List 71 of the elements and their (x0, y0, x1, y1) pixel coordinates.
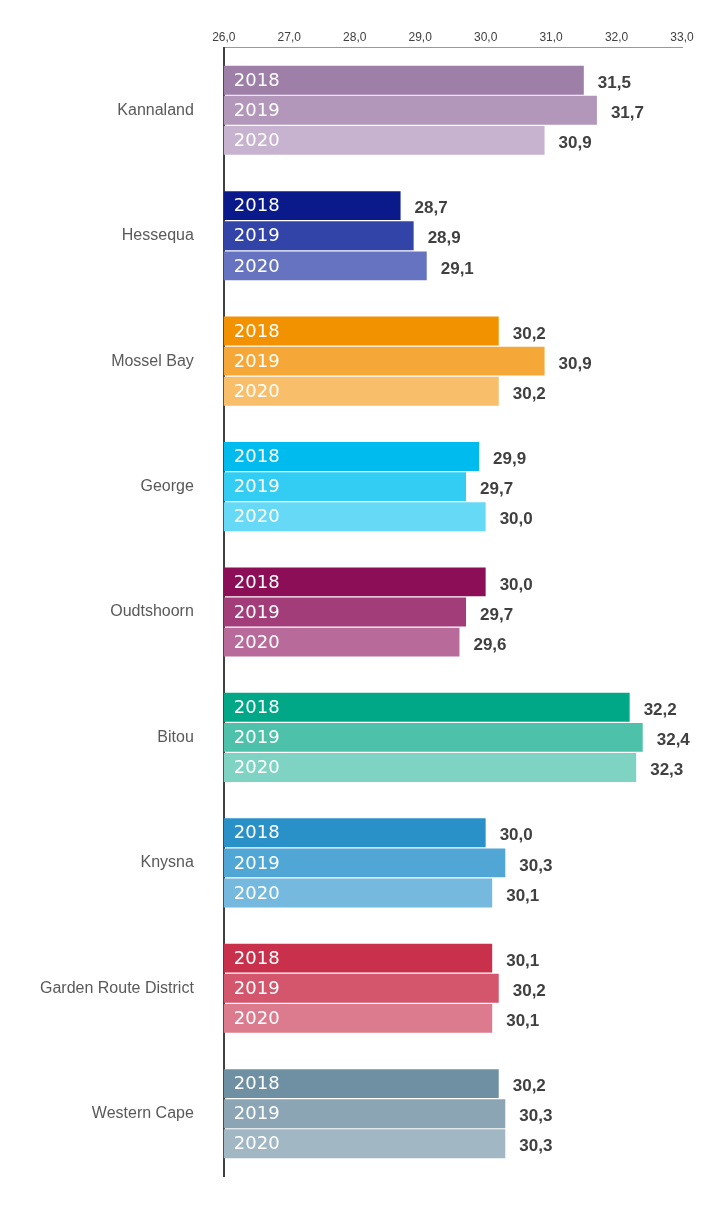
x-tick-label: 31,0 (539, 29, 564, 44)
y-tick-label: Hessequa (121, 226, 194, 244)
data-label: 29,7 (480, 479, 514, 499)
data-label: 29,7 (480, 604, 514, 624)
data-label: 30,9 (558, 353, 592, 373)
text: 2020 (233, 129, 280, 151)
text: 2020 (233, 505, 280, 527)
x-tick-label: 26,0 (212, 29, 236, 44)
data-label: 32,2 (643, 700, 677, 720)
series-label: 2019 (233, 1102, 280, 1124)
data-label: 30,2 (512, 1076, 546, 1096)
series-label: 2020 (233, 254, 280, 276)
data-label: 28,9 (427, 228, 461, 248)
text: 2019 (233, 224, 280, 246)
data-label: 30,2 (512, 980, 546, 1000)
text: 2019 (233, 726, 280, 748)
data-label: 29,9 (493, 449, 527, 469)
text: 2020 (233, 1132, 280, 1154)
text: 2019 (233, 851, 280, 873)
data-label: 30,3 (519, 855, 553, 875)
text: 2020 (233, 630, 280, 652)
data-label: 30,3 (519, 1106, 553, 1126)
x-tick-label: 30,0 (473, 29, 498, 44)
x-tick-label: 27,0 (277, 29, 302, 44)
data-label: 30,0 (499, 574, 533, 594)
data-label: 30,2 (512, 323, 546, 343)
data-label: 32,3 (650, 760, 684, 780)
data-label: 30,1 (506, 950, 540, 970)
y-tick-label: Garden Route District (39, 978, 195, 996)
y-tick-label: Oudtshoorn (110, 602, 194, 620)
text: 2019 (233, 976, 280, 998)
data-label: 30,2 (512, 383, 546, 403)
y-tick-label: Western Cape (91, 1104, 194, 1122)
y-tick-label: George (140, 476, 194, 494)
text: 2018 (233, 68, 280, 90)
y-tick-label: Mossel Bay (111, 351, 194, 369)
text: 2018 (233, 821, 280, 843)
y-tick-label: Bitou (157, 727, 194, 745)
data-label: 30,3 (519, 1136, 553, 1156)
text: 2019 (233, 349, 280, 371)
x-tick-label: 32,0 (604, 29, 629, 44)
data-label: 30,9 (558, 133, 592, 153)
text: 2019 (233, 600, 280, 622)
text: 2020 (233, 756, 280, 778)
series-label: 2018 (233, 1072, 280, 1094)
text: 2018 (233, 570, 280, 592)
text: 2018 (233, 445, 280, 467)
text: 2018 (233, 695, 280, 717)
y-tick-label: Knysna (140, 853, 194, 871)
data-label: 31,5 (597, 72, 631, 92)
data-label: 29,1 (440, 258, 474, 278)
text: 2019 (233, 98, 280, 120)
data-label: 30,1 (506, 885, 540, 905)
data-label: 30,0 (499, 509, 533, 529)
text: 2018 (233, 194, 280, 216)
data-label: 32,4 (656, 730, 691, 750)
text: 2020 (233, 1007, 280, 1029)
text: 2019 (233, 475, 280, 497)
data-label: 28,7 (414, 198, 448, 218)
text: 2020 (233, 379, 280, 401)
text: 2020 (233, 881, 280, 903)
data-label: 29,6 (473, 634, 507, 654)
x-tick-label: 28,0 (343, 29, 367, 44)
data-label: 30,0 (499, 825, 533, 845)
x-tick-label: 29,0 (408, 29, 433, 44)
x-tick-label: 33,0 (670, 29, 694, 44)
y-tick-label: Kannaland (117, 100, 194, 118)
text: 2018 (233, 946, 280, 968)
data-label: 30,1 (506, 1011, 540, 1031)
text: 2018 (233, 319, 280, 341)
data-label: 31,7 (610, 103, 645, 122)
